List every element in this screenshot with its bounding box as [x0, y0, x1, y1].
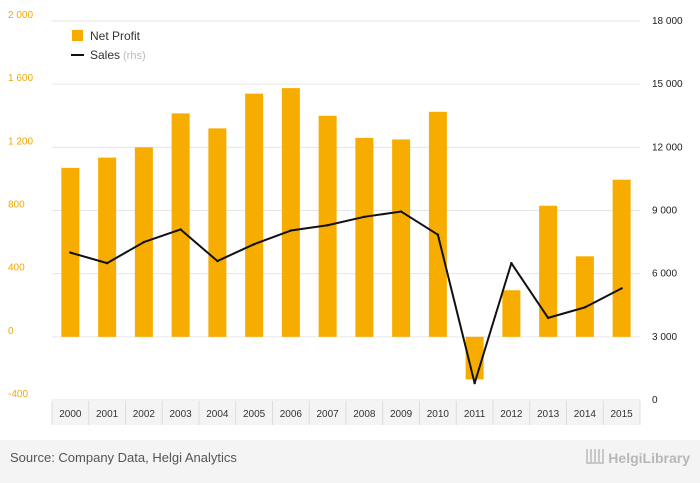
- right-tick-label: 0: [652, 395, 658, 406]
- right-tick-label: 15 000: [652, 79, 683, 90]
- sales-line: [70, 210, 623, 385]
- left-tick-label: -400: [8, 389, 28, 400]
- sales-point-2002: [142, 240, 146, 244]
- right-axis: 0 3 000 6 000 9 000 12 000 15 000 18 000: [652, 16, 683, 406]
- right-tick-label: 12 000: [652, 142, 683, 153]
- legend-label-sales: Sales: [90, 48, 120, 62]
- x-tick-label: 2015: [611, 409, 634, 420]
- left-axis: -400 0 400 800 1 200 1 600 2 000: [8, 10, 33, 400]
- bar-2008: [355, 137, 374, 337]
- sales-point-2004: [216, 259, 219, 263]
- right-tick-label: 3 000: [652, 332, 677, 343]
- sales-point-2009: [399, 210, 403, 213]
- bar-2006: [281, 88, 300, 337]
- left-tick-label: 800: [8, 200, 25, 211]
- right-tick-label: 9 000: [652, 206, 677, 217]
- x-tick-label: 2013: [537, 409, 560, 420]
- sales-point-2012: [510, 261, 513, 265]
- x-tick-label: 2003: [170, 409, 193, 420]
- footer-bar: [0, 440, 700, 483]
- sales-point-2014: [583, 306, 587, 309]
- x-tick-label: 2011: [464, 409, 486, 420]
- source-note: Source: Company Data, Helgi Analytics: [10, 450, 237, 465]
- legend: Net Profit Sales (rhs): [71, 29, 146, 62]
- combo-chart: -400 0 400 800 1 200 1 600 2 000 0 3 000 6 000 9 …: [8, 10, 683, 425]
- right-tick-label: 6 000: [652, 269, 677, 280]
- library-icon: [586, 449, 605, 464]
- x-tick-label: 2004: [206, 409, 229, 420]
- left-tick-label: 0: [8, 326, 14, 337]
- x-tick-label: 2009: [390, 409, 413, 420]
- x-tick-label: 2000: [59, 409, 82, 420]
- legend-swatch-net-profit: [72, 30, 83, 41]
- sales-point-2005: [252, 242, 256, 246]
- sales-point-2006: [289, 229, 293, 232]
- sales-point-2015: [620, 287, 623, 290]
- bar-2014: [575, 256, 594, 337]
- sales-point-2007: [326, 224, 329, 227]
- left-tick-label: 1 200: [8, 136, 33, 147]
- sales-point-2001: [105, 261, 109, 265]
- x-tick-label: 2007: [317, 409, 340, 420]
- bar-2012: [502, 290, 521, 337]
- brand-logo: HelgiLibrary: [586, 449, 690, 466]
- sales-point-2010: [436, 233, 440, 236]
- bar-2010: [428, 111, 447, 337]
- bar-2013: [539, 205, 558, 337]
- right-tick-label: 18 000: [652, 16, 683, 27]
- bar-2009: [392, 139, 411, 337]
- legend-note-sales: (rhs): [123, 50, 146, 62]
- x-tick-label: 2010: [427, 409, 450, 420]
- bar-2003: [171, 113, 190, 337]
- sales-point-2008: [363, 215, 366, 219]
- line-series-sales: [69, 210, 623, 385]
- x-axis: 2000 2001 2002 2003 2004 2005 2006 2007 2008 2009…: [51, 401, 641, 425]
- bar-2001: [98, 157, 117, 337]
- bar-2005: [245, 93, 264, 337]
- left-tick-label: 2 000: [8, 10, 33, 21]
- left-tick-label: 1 600: [8, 73, 33, 84]
- x-tick-label: 2002: [133, 409, 156, 420]
- bar-series-net-profit: [61, 88, 631, 380]
- sales-point-2000: [69, 251, 72, 254]
- bar-2015: [612, 179, 631, 337]
- left-tick-label: 400: [8, 263, 25, 274]
- sales-point-2013: [546, 316, 550, 320]
- x-tick-label: 2005: [243, 409, 266, 420]
- x-tick-label: 2008: [353, 409, 376, 420]
- sales-point-2011: [473, 381, 476, 385]
- brand-text: HelgiLibrary: [608, 450, 690, 466]
- x-tick-label: 2014: [574, 409, 597, 420]
- sales-point-2003: [179, 228, 182, 231]
- legend-label-net-profit: Net Profit: [90, 29, 141, 43]
- bar-2004: [208, 128, 227, 337]
- x-tick-label: 2012: [500, 409, 523, 420]
- x-tick-label: 2001: [96, 409, 119, 420]
- x-tick-label: 2006: [280, 409, 303, 420]
